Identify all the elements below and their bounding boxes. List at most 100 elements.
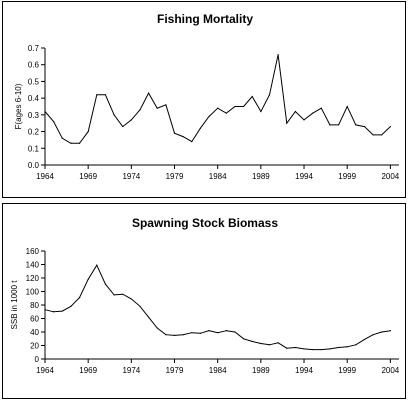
data-point (260, 110, 262, 113)
data-point (191, 332, 193, 334)
data-point (122, 293, 124, 295)
data-point (260, 342, 262, 345)
data-point (372, 334, 374, 336)
x-tick-label: 1979 (166, 172, 184, 181)
data-point (53, 120, 55, 123)
x-tick-label: 1994 (295, 366, 313, 375)
y-tick-label: 0.4 (28, 94, 40, 103)
data-point (87, 278, 89, 280)
chart-title: Spawning Stock Biomass (132, 216, 278, 230)
data-point (372, 134, 374, 136)
y-tick-label: 120 (26, 274, 40, 283)
data-point (251, 340, 253, 343)
x-tick-label: 1964 (36, 172, 54, 181)
x-tick-label: 1979 (166, 366, 184, 375)
y-tick-label: 0.6 (28, 61, 40, 70)
data-point (70, 142, 72, 144)
y-tick-label: 140 (26, 261, 40, 270)
y-tick-label: 0 (35, 355, 40, 364)
data-point (96, 264, 98, 266)
data-point (182, 334, 184, 336)
data-point (346, 346, 348, 348)
data-point (389, 125, 391, 128)
data-point (337, 124, 340, 126)
data-point (355, 124, 357, 126)
data-point (173, 132, 176, 134)
spawning-stock-biomass-chart-panel: Spawning Stock Biomass SSB in 1000 t 0 20 40… (2, 203, 406, 399)
data-point (156, 107, 158, 109)
x-tick-label: 1969 (79, 172, 97, 181)
spawning-stock-biomass-chart: Spawning Stock Biomass SSB in 1000 t 0 20 40… (10, 216, 400, 375)
data-point (156, 327, 158, 329)
data-point (104, 283, 107, 285)
data-point (139, 305, 141, 307)
x-tick-label: 1984 (209, 366, 227, 375)
x-tick-label: 1974 (122, 172, 140, 181)
data-point (242, 105, 245, 108)
data-point (286, 122, 288, 124)
data-point (53, 311, 55, 313)
fishing-mortality-chart-panel: Fishing Mortality F(ages 6-10) 0.0 0.1 0.2 0.… (2, 1, 406, 198)
data-point (268, 344, 271, 346)
y-axis-label: F(ages 6-10) (14, 83, 23, 129)
data-point (277, 54, 279, 56)
data-point (286, 347, 288, 349)
data-point (165, 104, 167, 106)
data-point (199, 332, 202, 334)
x-tick-label: 2004 (381, 172, 399, 181)
data-point (363, 338, 366, 341)
data-point (44, 110, 46, 113)
data-point (363, 125, 366, 128)
data-point (173, 334, 176, 336)
data-point (78, 142, 81, 144)
data-point (355, 344, 357, 346)
data-point (130, 119, 132, 121)
data-point (303, 119, 305, 121)
data-point (199, 127, 202, 129)
data-point (242, 338, 245, 340)
data-point (225, 112, 227, 114)
data-point (148, 316, 150, 318)
x-tick-label: 1964 (36, 366, 54, 375)
data-point (113, 294, 115, 296)
chart-title: Fishing Mortality (157, 12, 253, 26)
data-point (268, 94, 271, 96)
y-tick-label: 40 (30, 328, 39, 337)
data-point (61, 310, 63, 312)
data-point (346, 105, 348, 108)
y-tick-label: 80 (30, 301, 39, 310)
data-point (104, 94, 107, 96)
x-tick-label: 1994 (295, 172, 313, 181)
data-point (381, 134, 383, 136)
x-tick-label: 1984 (209, 172, 227, 181)
data-point (61, 137, 63, 139)
data-point (312, 348, 314, 351)
data-point (191, 141, 193, 143)
y-tick-label: 0.1 (28, 144, 40, 153)
data-point (225, 330, 227, 332)
series-line (44, 264, 391, 351)
data-point (182, 135, 184, 138)
y-tick-label: 0.3 (28, 111, 40, 120)
data-point (87, 130, 89, 133)
data-point (329, 124, 331, 126)
data-point (381, 331, 383, 333)
y-tick-label: 160 (26, 247, 40, 256)
y-tick-label: 0.2 (28, 128, 40, 137)
data-point (96, 94, 98, 96)
x-tick-label: 1989 (252, 172, 270, 181)
y-tick-label: 0.0 (28, 161, 40, 170)
data-point (217, 107, 219, 109)
series-line (44, 54, 391, 144)
data-point (294, 110, 296, 113)
x-tick-label: 1999 (338, 366, 356, 375)
y-tick-label: 20 (30, 342, 39, 351)
data-point (277, 342, 279, 344)
data-point (148, 92, 150, 94)
data-point (320, 107, 322, 109)
fishing-mortality-chart: Fishing Mortality F(ages 6-10) 0.0 0.1 0.2 0.… (14, 12, 400, 181)
y-tick-label: 0.5 (28, 77, 40, 86)
data-point (44, 309, 46, 311)
data-point (312, 112, 314, 114)
x-tick-label: 1989 (252, 366, 270, 375)
